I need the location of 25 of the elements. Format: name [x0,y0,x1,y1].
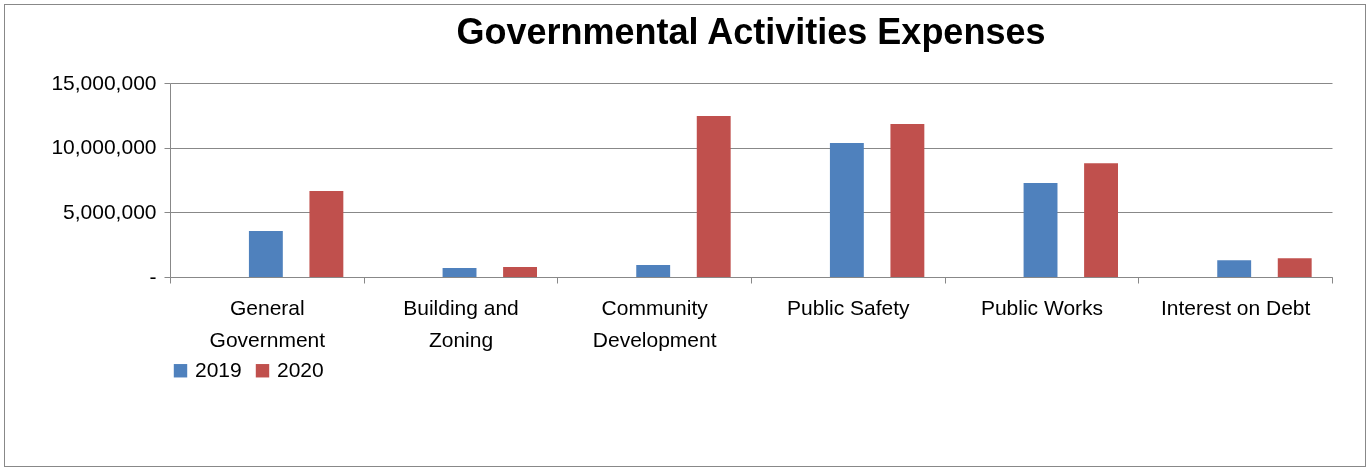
x-tick-label: Building and Zoning [403,295,519,351]
x-tick-label: General Government [209,295,326,351]
y-tick-label: 15,000,000 [51,70,157,94]
x-tick-label: Interest on Debt [1160,295,1311,319]
x-tick-label: Public Works [980,295,1104,319]
x-tick-label: Community Development [592,295,717,351]
bar [696,115,731,277]
bar [829,143,864,277]
bar [1277,258,1312,277]
bar [1084,163,1118,277]
chart-title: Governmental Activities Expenses [456,11,1046,52]
y-tick-label: 5,000,000 [63,199,157,223]
bar [442,267,477,277]
legend-label: 2020 [277,357,324,381]
bar [309,190,344,277]
bar [890,124,925,277]
y-tick-label: 10,000,000 [51,135,157,159]
legend-label: 2019 [195,357,242,381]
bar [636,264,671,277]
bar [503,267,537,277]
x-tick-label: Public Safety [787,295,911,319]
bar [248,230,283,277]
y-tick-label: - [149,264,157,288]
bar [1217,260,1252,277]
bar [1023,182,1058,277]
